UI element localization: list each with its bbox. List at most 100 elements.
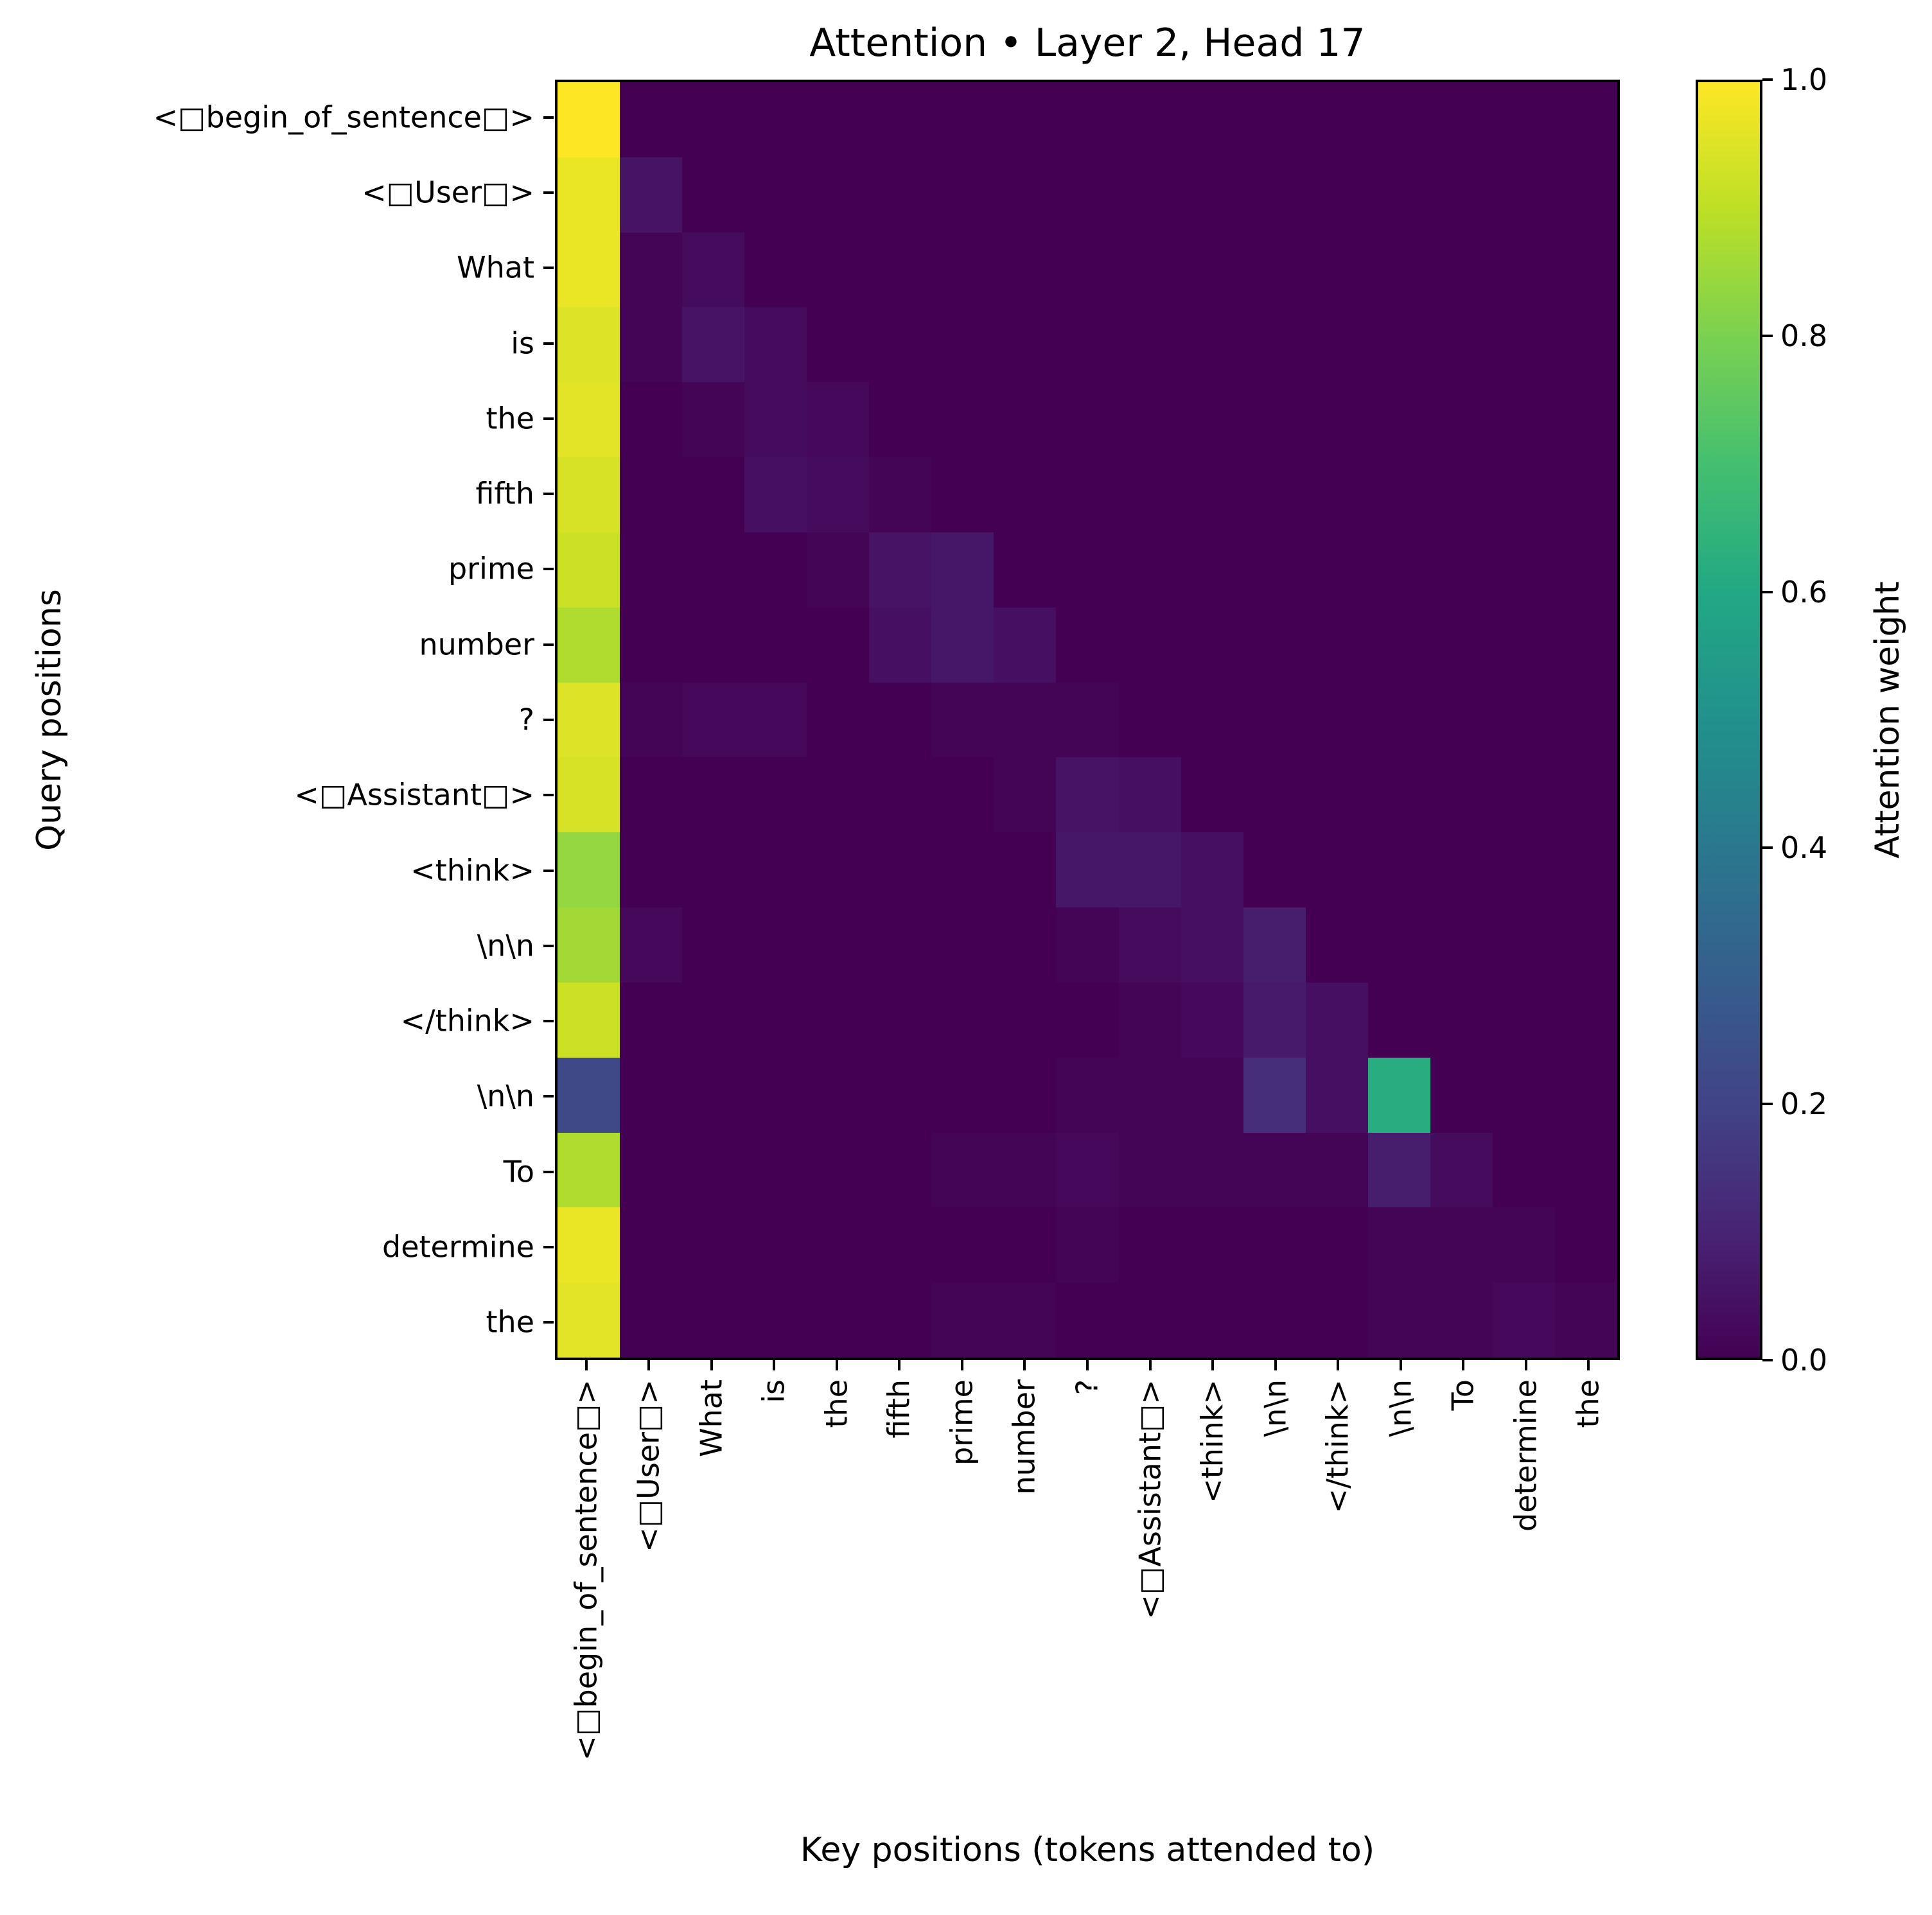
heatmap-cell [1118,832,1181,908]
heatmap-cell [931,1057,994,1133]
heatmap-cell [994,682,1057,758]
heatmap-cell [994,1282,1057,1358]
y-tick-label: To [503,1154,534,1189]
y-tick-label: <□Assistant□> [294,777,534,812]
heatmap-cell [1430,757,1493,833]
x-tick-mark [1274,1360,1277,1370]
heatmap-cell [1243,1207,1306,1283]
heatmap-cell [1554,1132,1617,1208]
x-tick-mark [584,1360,588,1370]
x-tick-label: </think> [1320,1379,1355,1514]
heatmap-cell [744,382,807,458]
heatmap-cell [931,832,994,908]
heatmap-cell [744,82,807,157]
heatmap-cell [1305,1282,1368,1358]
heatmap-cell [1430,1132,1493,1208]
x-tick-mark [647,1360,651,1370]
x-tick-label: <□Assistant□> [1132,1379,1167,1620]
x-tick-label: \n\n [1257,1379,1292,1437]
heatmap-cell [682,832,745,908]
heatmap-cell [1243,1132,1306,1208]
heatmap-cell [1056,907,1119,983]
heatmap-cell [620,532,683,608]
heatmap-cell [1492,532,1555,608]
heatmap-cell [1492,82,1555,157]
x-tick-mark [773,1360,776,1370]
colorbar-tick-label: 0.2 [1780,1087,1828,1122]
x-tick-label: \n\n [1383,1379,1418,1437]
heatmap-cell [1554,157,1617,232]
x-tick-label: the [1570,1379,1606,1428]
heatmap-cell [1430,607,1493,683]
y-tick-mark [543,191,554,194]
y-tick-label: </think> [400,1003,534,1038]
heatmap-cell [1430,307,1493,383]
x-tick-mark [1524,1360,1527,1370]
heatmap-cell [1492,907,1555,983]
heatmap-cell [1305,832,1368,908]
heatmap-cell [1243,982,1306,1058]
heatmap-cell [931,82,994,157]
heatmap-cell [1118,532,1181,608]
heatmap-cell [1305,682,1368,758]
y-tick-mark [543,1095,554,1098]
heatmap-cell [1430,157,1493,232]
heatmap-cell [1430,82,1493,157]
x-tick-mark [1211,1360,1215,1370]
heatmap-cell [931,907,994,983]
heatmap-cell [620,607,683,683]
heatmap-cell [620,232,683,308]
heatmap-cell [1305,907,1368,983]
y-tick-label: prime [448,551,534,586]
heatmap-cell [1181,532,1243,608]
heatmap-cell [931,757,994,833]
heatmap-cell [558,82,620,157]
heatmap-cell [869,1057,932,1133]
heatmap-cell [1056,1132,1119,1208]
x-tick-label: determine [1508,1379,1543,1532]
chart-title: Attention • Layer 2, Head 17 [809,21,1366,66]
heatmap-cell [1118,682,1181,758]
heatmap-cell [807,1057,870,1133]
y-tick-mark [543,1170,554,1173]
heatmap-cell [1181,82,1243,157]
heatmap-cell [1305,757,1368,833]
heatmap-cell [558,1132,620,1208]
y-tick-label: fifth [475,476,534,511]
heatmap-cell [744,982,807,1058]
heatmap-cell [994,1132,1057,1208]
heatmap-cell [1181,232,1243,308]
heatmap-cell [744,232,807,308]
heatmap-cell [620,832,683,908]
heatmap-cell [744,532,807,608]
heatmap-cell [558,157,620,232]
heatmap-cell [931,607,994,683]
heatmap-cell [1118,607,1181,683]
heatmap-cell [807,1132,870,1208]
heatmap-cell [869,1207,932,1283]
heatmap-cell [994,382,1057,458]
heatmap-cell [744,682,807,758]
heatmap-cell [1243,457,1306,532]
heatmap-cell [1367,232,1430,308]
heatmap-cell [1118,232,1181,308]
y-tick-label: <□begin_of_sentence□> [153,100,535,135]
x-tick-label: <think> [1195,1379,1230,1503]
heatmap-cell [558,232,620,308]
heatmap-cell [931,1207,994,1283]
heatmap-cell [807,307,870,383]
heatmap-cell [1367,532,1430,608]
y-tick-label: number [419,627,534,662]
heatmap-cell [931,532,994,608]
heatmap-cell [1305,1132,1368,1208]
heatmap-cell [744,307,807,383]
heatmap-axes [555,80,1620,1360]
heatmap-cell [1367,757,1430,833]
heatmap-cell [682,982,745,1058]
heatmap-cell [869,982,932,1058]
heatmap-cell [807,757,870,833]
heatmap-cell [1181,307,1243,383]
heatmap-cell [682,682,745,758]
heatmap-cell [807,982,870,1058]
heatmap-cell [994,1207,1057,1283]
